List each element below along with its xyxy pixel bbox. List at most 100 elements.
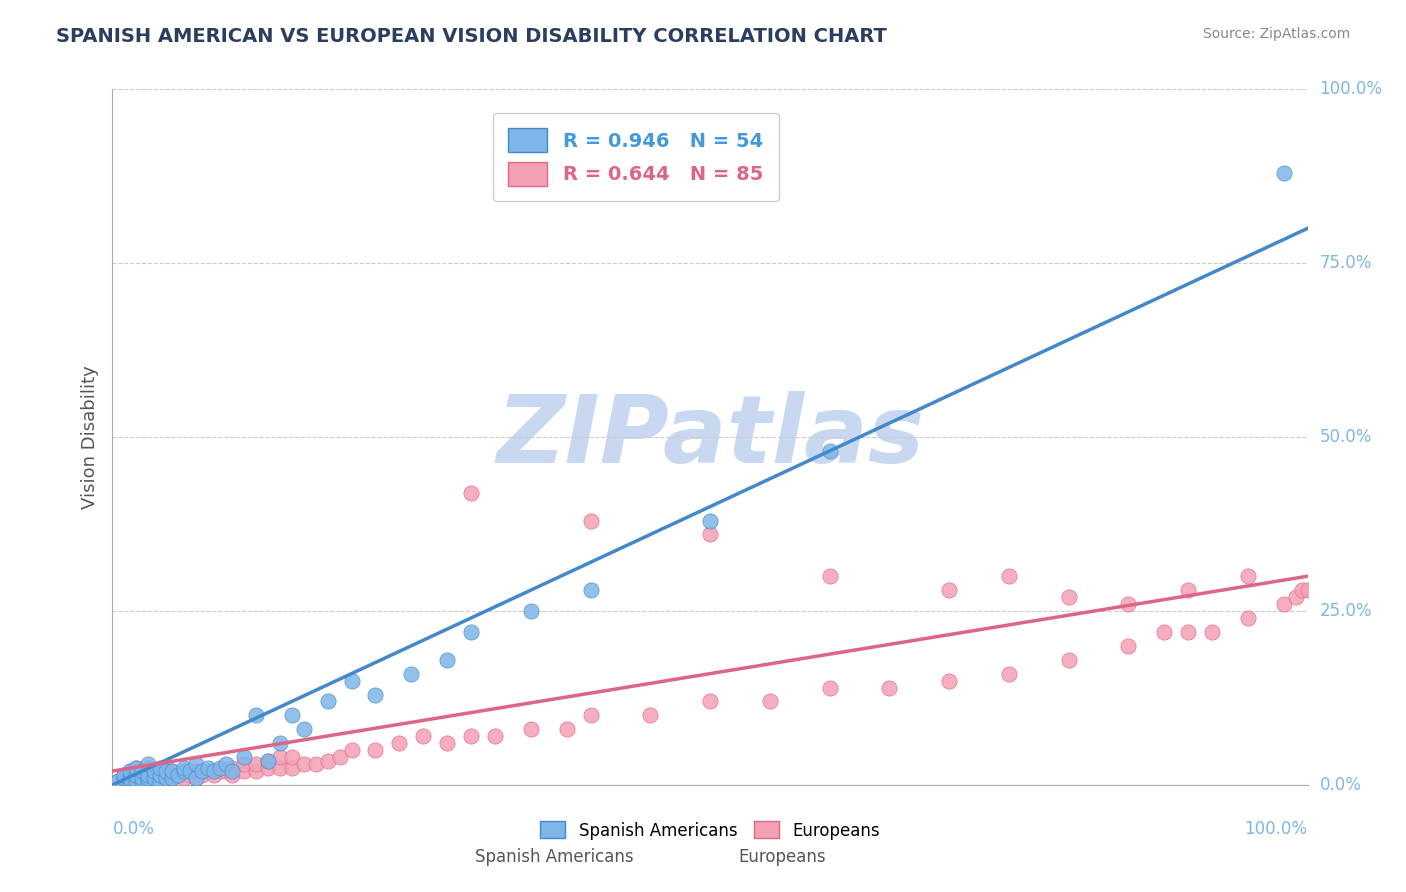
Point xyxy=(555,723,578,737)
Point xyxy=(233,750,256,764)
Point xyxy=(186,771,208,785)
Text: Europeans: Europeans xyxy=(738,847,825,865)
Point xyxy=(388,736,411,750)
Point xyxy=(818,569,841,583)
Point xyxy=(155,771,177,785)
Point xyxy=(125,767,148,781)
Point xyxy=(520,604,543,618)
Point xyxy=(155,764,177,778)
Point xyxy=(1201,624,1223,639)
Point xyxy=(138,760,160,774)
Point xyxy=(1118,639,1140,653)
Point xyxy=(155,771,177,785)
Point xyxy=(245,757,267,772)
Point xyxy=(292,723,315,737)
Point xyxy=(1272,597,1295,611)
Point xyxy=(167,767,190,781)
Point xyxy=(460,729,482,743)
Point xyxy=(125,774,148,789)
Point xyxy=(138,774,160,789)
Point xyxy=(114,771,135,785)
Point xyxy=(167,767,190,781)
Point xyxy=(1296,583,1319,598)
Point xyxy=(186,757,208,772)
Text: 100.0%: 100.0% xyxy=(1320,80,1382,98)
Point xyxy=(412,729,434,743)
Point xyxy=(202,767,225,781)
Point xyxy=(257,754,280,768)
Point xyxy=(257,760,280,774)
Point xyxy=(120,764,142,778)
Text: Spanish Americans: Spanish Americans xyxy=(475,847,634,865)
Point xyxy=(759,694,782,708)
Point xyxy=(197,764,219,778)
Point xyxy=(114,767,135,781)
Point xyxy=(162,764,183,778)
Point xyxy=(233,764,256,778)
Point xyxy=(138,767,160,781)
Point xyxy=(125,767,148,781)
Text: 0.0%: 0.0% xyxy=(112,820,155,838)
Point xyxy=(131,771,153,785)
Point xyxy=(221,760,243,774)
Point xyxy=(131,764,153,778)
Point xyxy=(1177,583,1199,598)
Point xyxy=(1057,653,1080,667)
Point xyxy=(138,757,160,772)
Point xyxy=(484,729,506,743)
Point xyxy=(1177,624,1199,639)
Point xyxy=(202,764,225,778)
Point xyxy=(281,708,304,723)
Point xyxy=(221,767,243,781)
Point xyxy=(173,764,195,778)
Point xyxy=(879,681,901,695)
Point xyxy=(191,767,214,781)
Point xyxy=(1237,611,1260,625)
Point xyxy=(520,723,543,737)
Point xyxy=(1237,569,1260,583)
Text: 75.0%: 75.0% xyxy=(1320,254,1372,272)
Point xyxy=(125,774,148,789)
Point xyxy=(120,774,142,789)
Point xyxy=(143,771,166,785)
Point xyxy=(998,569,1021,583)
Point xyxy=(245,708,267,723)
Point xyxy=(938,673,960,688)
Point xyxy=(191,764,214,778)
Point xyxy=(699,514,721,528)
Point xyxy=(186,771,208,785)
Point xyxy=(269,736,291,750)
Point xyxy=(460,485,482,500)
Point xyxy=(364,688,387,702)
Point xyxy=(364,743,387,757)
Point xyxy=(131,774,153,789)
Point xyxy=(579,708,602,723)
Point xyxy=(143,771,166,785)
Point xyxy=(316,754,339,768)
Point xyxy=(401,666,423,681)
Point xyxy=(269,760,291,774)
Point xyxy=(998,666,1021,681)
Point xyxy=(1057,590,1080,604)
Point xyxy=(197,760,219,774)
Text: SPANISH AMERICAN VS EUROPEAN VISION DISABILITY CORRELATION CHART: SPANISH AMERICAN VS EUROPEAN VISION DISA… xyxy=(56,27,887,45)
Point xyxy=(1153,624,1175,639)
Text: 25.0%: 25.0% xyxy=(1320,602,1372,620)
Point xyxy=(436,653,458,667)
Point xyxy=(162,771,183,785)
Point xyxy=(1285,590,1308,604)
Point xyxy=(162,764,183,778)
Point xyxy=(292,757,315,772)
Point xyxy=(1272,166,1295,180)
Point xyxy=(209,760,232,774)
Point xyxy=(138,767,160,781)
Point xyxy=(149,764,172,778)
Y-axis label: Vision Disability: Vision Disability xyxy=(80,365,98,509)
Point xyxy=(138,771,160,785)
Point xyxy=(209,764,232,778)
Point xyxy=(1118,597,1140,611)
Point xyxy=(579,514,602,528)
Point xyxy=(155,760,177,774)
Point xyxy=(131,774,153,789)
Point xyxy=(1291,583,1313,598)
